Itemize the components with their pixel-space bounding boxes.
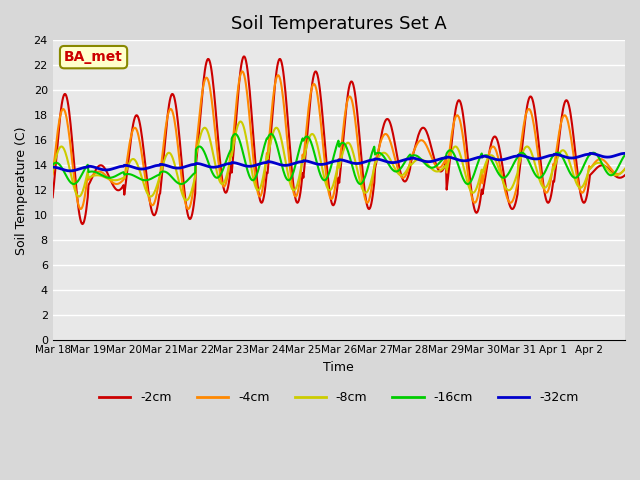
Legend: -2cm, -4cm, -8cm, -16cm, -32cm: -2cm, -4cm, -8cm, -16cm, -32cm xyxy=(94,386,584,409)
Title: Soil Temperatures Set A: Soil Temperatures Set A xyxy=(231,15,447,33)
Y-axis label: Soil Temperature (C): Soil Temperature (C) xyxy=(15,126,28,254)
Text: BA_met: BA_met xyxy=(64,50,123,64)
X-axis label: Time: Time xyxy=(323,361,354,374)
